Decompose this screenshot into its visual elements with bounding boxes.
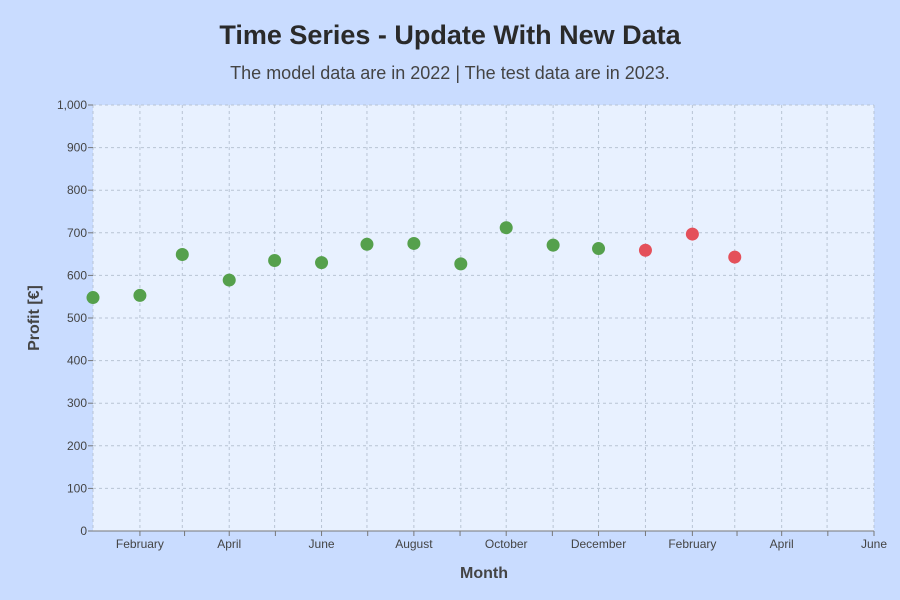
axes: 0 100 200 300 400 500 600 700 800 900 1,000 Februar… (57, 98, 887, 551)
x-tick-label: December (571, 537, 626, 551)
y-axis-title: Profit [€] (26, 285, 43, 351)
y-tick-label: 0 (80, 524, 87, 538)
data-point (592, 242, 606, 256)
data-point (86, 291, 100, 305)
data-point (685, 227, 699, 241)
y-tick-label: 700 (67, 226, 87, 240)
y-tick-label: 900 (67, 141, 87, 155)
grid (92, 104, 875, 532)
chart-subtitle: The model data are in 2022 | The test da… (230, 63, 670, 83)
data-point (315, 256, 329, 270)
data-points (86, 221, 742, 305)
data-point (499, 221, 513, 235)
x-tick-label: June (309, 537, 335, 551)
y-tick-label: 800 (67, 183, 87, 197)
data-point (454, 257, 468, 271)
x-tick-label: June (861, 537, 887, 551)
y-tick-label: 600 (67, 268, 87, 282)
data-point (133, 288, 147, 302)
y-tick-label: 1,000 (57, 98, 87, 112)
chart-title: Time Series - Update With New Data (219, 20, 681, 50)
x-tick-label: April (217, 537, 241, 551)
data-point (638, 243, 652, 257)
x-tick-label: February (668, 537, 716, 551)
data-point (268, 253, 282, 267)
data-point (407, 236, 421, 250)
y-tick-label: 500 (67, 311, 87, 325)
data-point (728, 250, 742, 264)
data-point (360, 237, 374, 251)
x-tick-label: February (116, 537, 164, 551)
y-tick-label: 100 (67, 481, 87, 495)
x-axis-title: Month (460, 565, 508, 582)
data-point (175, 248, 189, 262)
y-tick-label: 200 (67, 439, 87, 453)
data-point (222, 273, 236, 287)
x-tick-label: August (395, 537, 433, 551)
x-tick-label: October (485, 537, 528, 551)
x-tick-label: April (770, 537, 794, 551)
y-tick-label: 300 (67, 396, 87, 410)
y-tick-label: 400 (67, 354, 87, 368)
data-point (546, 238, 560, 252)
